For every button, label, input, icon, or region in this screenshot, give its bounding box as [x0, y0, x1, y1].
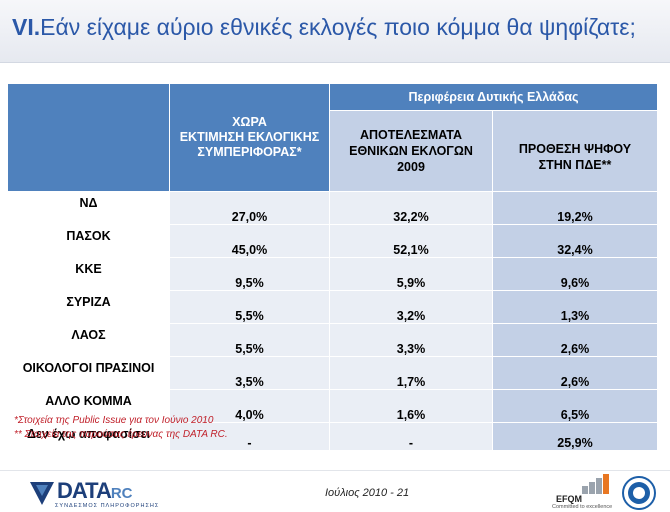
logo-name-suffix: RC	[110, 485, 133, 502]
country-estimate-value: 5,5%	[169, 290, 330, 324]
efqm-logo: EFQM Committed to excellence	[548, 474, 618, 512]
party-name: ΛΑΟΣ	[7, 323, 170, 357]
vote-intent-value: 19,2%	[491, 191, 659, 225]
country-estimate-value: 5,5%	[169, 323, 330, 357]
vote-intent-value: 2,6%	[491, 356, 659, 390]
party-name: ΠΑΣΟΚ	[7, 224, 170, 258]
certification-seal-icon	[622, 476, 656, 510]
election-result-value: 1,6%	[329, 389, 493, 423]
party-name: Δεν έχω αποφασίσει	[7, 422, 170, 451]
table-row: ΣΥΡΙΖΑ 5,5% 3,2% 1,3%	[7, 290, 659, 324]
logo-text: DATARC	[57, 478, 133, 504]
header-election-results: ΑΠΟΤΕΛΕΣΜΑΤΑ ΕΘΝΙΚΩΝ ΕΚΛΟΓΩΝ 2009	[329, 110, 493, 192]
election-result-value: 3,3%	[329, 323, 493, 357]
date-page-number: Ιούλιος 2010 - 21	[325, 487, 410, 499]
header-country-line2: ΕΚΤΙΜΗΣΗ ΕΚΛΟΓΙΚΗΣ	[179, 130, 320, 144]
footnotes: *Στοιχεία της Public Issue για τον Ιούνι…	[14, 414, 228, 442]
vote-intent-value: 2,6%	[491, 323, 659, 357]
efqm-tagline: Committed to excellence	[552, 504, 613, 510]
country-estimate-value: 9,5%	[169, 257, 330, 291]
election-result-value: 1,7%	[329, 356, 493, 390]
table-row: ΠΑΣΟΚ 45,0% 52,1% 32,4%	[7, 224, 659, 258]
table-row: ΛΑΟΣ 5,5% 3,3% 2,6%	[7, 323, 659, 357]
datarc-logo-icon	[30, 482, 54, 505]
country-estimate-value: 3,5%	[169, 356, 330, 390]
party-name: ΣΥΡΙΖΑ	[7, 290, 170, 324]
vote-intent-value: 32,4%	[491, 224, 659, 258]
header-intent-line1: ΠΡΟΘΕΣΗ ΨΗΦΟΥ	[518, 142, 632, 156]
table-row: ΚΚΕ 9,5% 5,9% 9,6%	[7, 257, 659, 291]
footer-divider	[0, 470, 670, 471]
country-estimate-value: -	[169, 422, 330, 451]
header-results-line3: 2009	[397, 160, 425, 174]
title-bar: VI.Εάν είχαμε αύριο εθνικές εκλογές ποιο…	[0, 0, 670, 63]
vote-intent-value: 6,5%	[491, 389, 659, 423]
vote-intent-value: 1,3%	[491, 290, 659, 324]
vote-intent-value: 9,6%	[491, 257, 659, 291]
header-country-line1: ΧΩΡΑ	[232, 115, 267, 129]
election-result-value: 52,1%	[329, 224, 493, 258]
header-intent-line2: ΣΤΗΝ ΠΔΕ**	[538, 158, 612, 172]
country-estimate-value: 27,0%	[169, 191, 330, 225]
header-country-line3: ΣΥΜΠΕΡΙΦΟΡΑΣ*	[197, 145, 302, 159]
header-results-line2: ΕΘΝΙΚΩΝ ΕΚΛΟΓΩΝ	[349, 144, 473, 158]
header-country-estimate: ΧΩΡΑ ΕΚΤΙΜΗΣΗ ΕΚΛΟΓΙΚΗΣ ΣΥΜΠΕΡΙΦΟΡΑΣ*	[169, 83, 330, 192]
table-row: ΟΙΚΟΛΟΓΟΙ ΠΡΑΣΙΝΟΙ 3,5% 1,7% 2,6%	[7, 356, 659, 390]
results-table: ΧΩΡΑ ΕΚΤΙΜΗΣΗ ΕΚΛΟΓΙΚΗΣ ΣΥΜΠΕΡΙΦΟΡΑΣ* Πε…	[7, 83, 659, 451]
party-name: ΚΚΕ	[7, 257, 170, 291]
footnote-country: *Στοιχεία της Public Issue για τον Ιούνι…	[14, 415, 214, 426]
header-corner	[7, 83, 170, 192]
election-result-value: 32,2%	[329, 191, 493, 225]
party-name: ΑΛΛΟ ΚΟΜΜΑ	[7, 389, 170, 423]
logo-tagline: ΣΥΝΔΕΣΜΟΣ ΠΛΗΡΟΦΟΡΗΣΗΣ	[55, 503, 160, 509]
title-question: Εάν είχαμε αύριο εθνικές εκλογές ποιο κό…	[40, 14, 636, 40]
header-results-line1: ΑΠΟΤΕΛΕΣΜΑΤΑ	[359, 128, 463, 142]
table-row: ΑΛΛΟ ΚΟΜΜΑ 4,0% 1,6% 6,5%	[7, 389, 659, 423]
footnote-region: ** Στοιχεία της παρούσας έρευνας της DAT…	[14, 429, 228, 440]
party-name: ΝΔ	[7, 191, 170, 225]
efqm-label: EFQM	[556, 494, 582, 504]
page-title: VI.Εάν είχαμε αύριο εθνικές εκλογές ποιο…	[12, 14, 636, 41]
table-row: Δεν έχω αποφασίσει - -25,9%	[7, 422, 659, 451]
election-result-value: -	[329, 422, 493, 451]
efqm-logo-icon	[582, 474, 609, 494]
election-result-value: 5,9%	[329, 257, 493, 291]
vote-intent-value: 25,9%	[491, 422, 659, 451]
election-result-value: 3,2%	[329, 290, 493, 324]
party-name: ΟΙΚΟΛΟΓΟΙ ΠΡΑΣΙΝΟΙ	[7, 356, 170, 390]
section-number: VI.	[12, 14, 41, 40]
datarc-logo: DATARC ΣΥΝΔΕΣΜΟΣ ΠΛΗΡΟΦΟΡΗΣΗΣ	[27, 476, 158, 512]
country-estimate-value: 45,0%	[169, 224, 330, 258]
logo-name-main: DATA	[57, 478, 112, 503]
header-vote-intent: ΠΡΟΘΕΣΗ ΨΗΦΟΥ ΣΤΗΝ ΠΔΕ**	[491, 110, 659, 192]
header-region: Περιφέρεια Δυτικής Ελλάδας	[328, 83, 659, 111]
table-row: ΝΔ 27,0% 32,2% 19,2%	[7, 191, 659, 225]
